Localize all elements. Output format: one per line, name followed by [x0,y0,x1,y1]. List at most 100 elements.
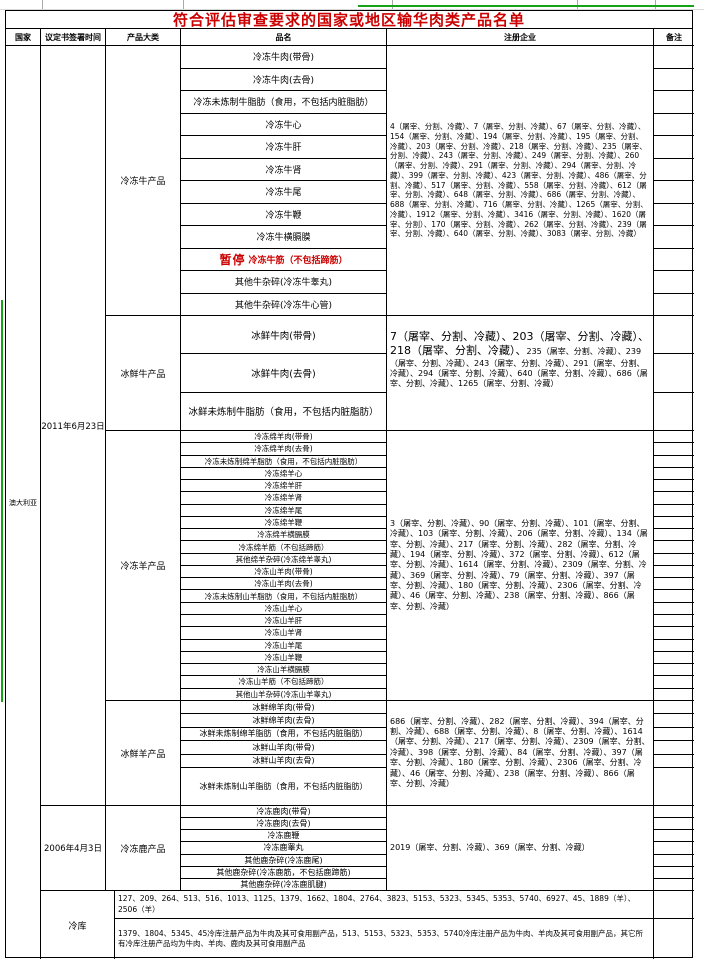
header-date: 议定书签署时间 [41,29,106,46]
date-cell-deer: 2006年4月3日 [41,806,106,891]
product-list-deer-frozen: 冷冻鹿肉(带骨) 冷冻鹿肉(去骨) 冷冻鹿鞭 冷冻鹿睾丸 其他鹿杂碎(冷冻鹿尾)… [181,806,387,891]
category-beef-chilled: 冰鲜牛产品 [106,316,181,431]
enterprises-text: 3（屠宰、分割、冷藏）、90（屠宰、分割、冷藏）、101（屠宰、分割、冷藏）、1… [390,518,648,611]
product-row: 冷冻鹿肉(带骨) [181,806,386,819]
product-name: 冷冻鹿肉(去骨) [256,819,311,829]
product-name: 冷冻牛肉(带骨) [252,53,315,64]
remarks-row [654,505,694,517]
product-name: 冰鲜绵羊肉(去骨) [252,716,315,726]
product-row: 冷冻山羊筋（不包括蹄筋） [181,676,386,689]
remarks-beef-chilled [654,316,694,431]
enterprises-beef-chilled: 7（屠宰、分割、冷藏）、203（屠宰、分割、冷藏）、218（屠宰、分割、冷藏）、… [387,316,654,431]
remarks-row [654,294,694,316]
product-row: 冷冻山羊肉(带骨) [181,566,386,579]
product-row: 冰鲜绵羊肉(去骨) [181,714,386,728]
remarks-row [654,806,694,819]
product-name: 其他牛杂碎(冷冻牛睾丸) [234,278,333,289]
remarks-row [654,316,694,355]
product-name: 其他牛杂碎(冷冻牛心管) [234,300,333,311]
country-cell: 澳大利亚 [6,46,41,959]
suspended-label: 暂停 [219,252,246,267]
product-row: 其他山羊杂碎(冷冻山羊睾丸) [181,689,386,700]
product-row: 冷冻未炼制绵羊脂肪（食用，不包括内脏脂肪） [181,456,386,468]
remarks-row [654,701,694,715]
product-row: 冷冻山羊鞭 [181,652,386,665]
product-row: 冷冻未炼制山羊脂肪（食用，不包括内脏脂肪） [181,590,386,603]
enterprises-text: 235（屠宰、分割、冷藏）、239（屠宰、分割、冷藏）、243（屠宰、分割、冷藏… [390,347,648,389]
remarks-row [654,566,694,579]
enterprises-text: 2019（屠宰、分割、冷藏）、369（屠宰、分割、冷藏） [390,842,590,852]
remarks-row [654,689,694,700]
remarks-row [654,818,694,831]
remarks-row [654,114,694,136]
product-name: 冰鲜山羊肉(去骨) [252,756,315,766]
product-row: 冰鲜山羊肉(带骨) [181,741,386,755]
product-name: 冷冻牛肝 [265,143,302,154]
remarks-row [654,393,694,430]
product-name: 其他鹿杂碎(冷冻鹿筋，不包括鹿蹄筋) [216,867,351,877]
grid-tick [42,0,43,9]
remarks-row [654,842,694,855]
header-country: 国家 [6,29,41,46]
remarks-sheep-chilled [654,701,694,806]
remarks-row [654,755,694,768]
meat-products-table: 符合评估审查要求的国家或地区输华肉类产品名单 国家 议定书签署时间 产品大类 品… [5,10,694,959]
grid-tick [655,0,656,9]
product-row: 冷冻鹿肉(去骨) [181,818,386,831]
product-row: 冰鲜山羊肉(去骨) [181,755,386,768]
cold-storage-label: 冷库 [41,891,115,959]
page-title: 符合评估审查要求的国家或地区输华肉类产品名单 [6,11,692,29]
remarks-row [654,879,694,890]
remarks-sheep-frozen [654,431,694,701]
product-row: 冰鲜未炼制牛脂肪（食用，不包括内脏脂肪） [181,393,386,430]
header-remarks: 备注 [654,29,694,46]
product-name: 冷冻未炼制牛脂肪（食用，不包括内脏脂肪） [193,98,374,109]
product-row: 冷冻牛肉(带骨) [181,46,386,69]
product-row: 冷冻山羊肝 [181,615,386,628]
grid-tick [392,0,393,9]
remarks-cold-storage-2 [654,919,694,959]
category-beef-frozen: 冷冻牛产品 [106,46,181,316]
product-row: 冷冻绵羊筋（不包括蹄筋） [181,541,386,554]
product-name: 其他山羊杂碎(冷冻山羊睾丸) [235,689,332,699]
product-name: 冷冻绵羊心 [264,468,303,478]
product-name: 冰鲜牛肉(带骨) [251,330,316,342]
product-name: 冷冻绵羊肉(带骨) [254,432,313,442]
product-row: 其他鹿杂碎(冷冻鹿尾) [181,855,386,867]
remarks-row [654,517,694,530]
product-name: 冷冻山羊尾 [264,640,303,650]
product-row: 冷冻绵羊肾 [181,492,386,505]
remarks-row [654,554,694,566]
product-list-sheep-frozen: 冷冻绵羊肉(带骨) 冷冻绵羊肉(去骨) 冷冻未炼制绵羊脂肪（食用，不包括内脏脂肪… [181,431,387,701]
remarks-row [654,480,694,493]
remarks-row [654,46,694,69]
product-list-beef-frozen: 冷冻牛肉(带骨) 冷冻牛肉(去骨) 冷冻未炼制牛脂肪（食用，不包括内脏脂肪） 冷… [181,46,387,316]
remarks-row [654,249,694,271]
product-name: 其他鹿杂碎(冷冻鹿尾) [244,855,323,865]
remarks-row [654,768,694,805]
product-name: 冰鲜牛肉(去骨) [251,368,316,380]
product-row: 冷冻牛尾 [181,181,386,204]
remarks-row [654,741,694,755]
product-name: 冷冻山羊肝 [264,616,303,626]
product-name: 冰鲜未炼制山羊脂肪（食用，不包括内脏脂肪） [199,781,368,791]
product-row: 冷冻绵羊鞭 [181,517,386,530]
product-name: 冷冻绵羊肉(去骨) [254,444,313,454]
remarks-row [654,354,694,393]
header-product: 品名 [181,29,387,46]
remarks-row [654,159,694,181]
product-name: 冷冻山羊鞭 [264,652,303,662]
remarks-deer-frozen [654,806,694,891]
remarks-row [654,136,694,159]
product-name: 冷冻山羊肉(去骨) [254,579,313,589]
remarks-row [654,590,694,603]
remarks-row [654,541,694,554]
remarks-row [654,640,694,652]
product-name: 冷冻绵羊肾 [264,493,303,503]
header-enterprises: 注册企业 [387,29,654,46]
product-name: 冷冻牛横膈膜 [256,233,311,244]
remarks-row [654,443,694,456]
product-row: 冷冻山羊肾 [181,627,386,640]
product-name: 冷冻牛筋（不包括蹄筋） [248,255,348,266]
enterprises-text: 4（屠宰、分割、冷藏）、7（屠宰、分割、冷藏）、67（屠宰、分割、冷藏）、154… [390,122,648,239]
